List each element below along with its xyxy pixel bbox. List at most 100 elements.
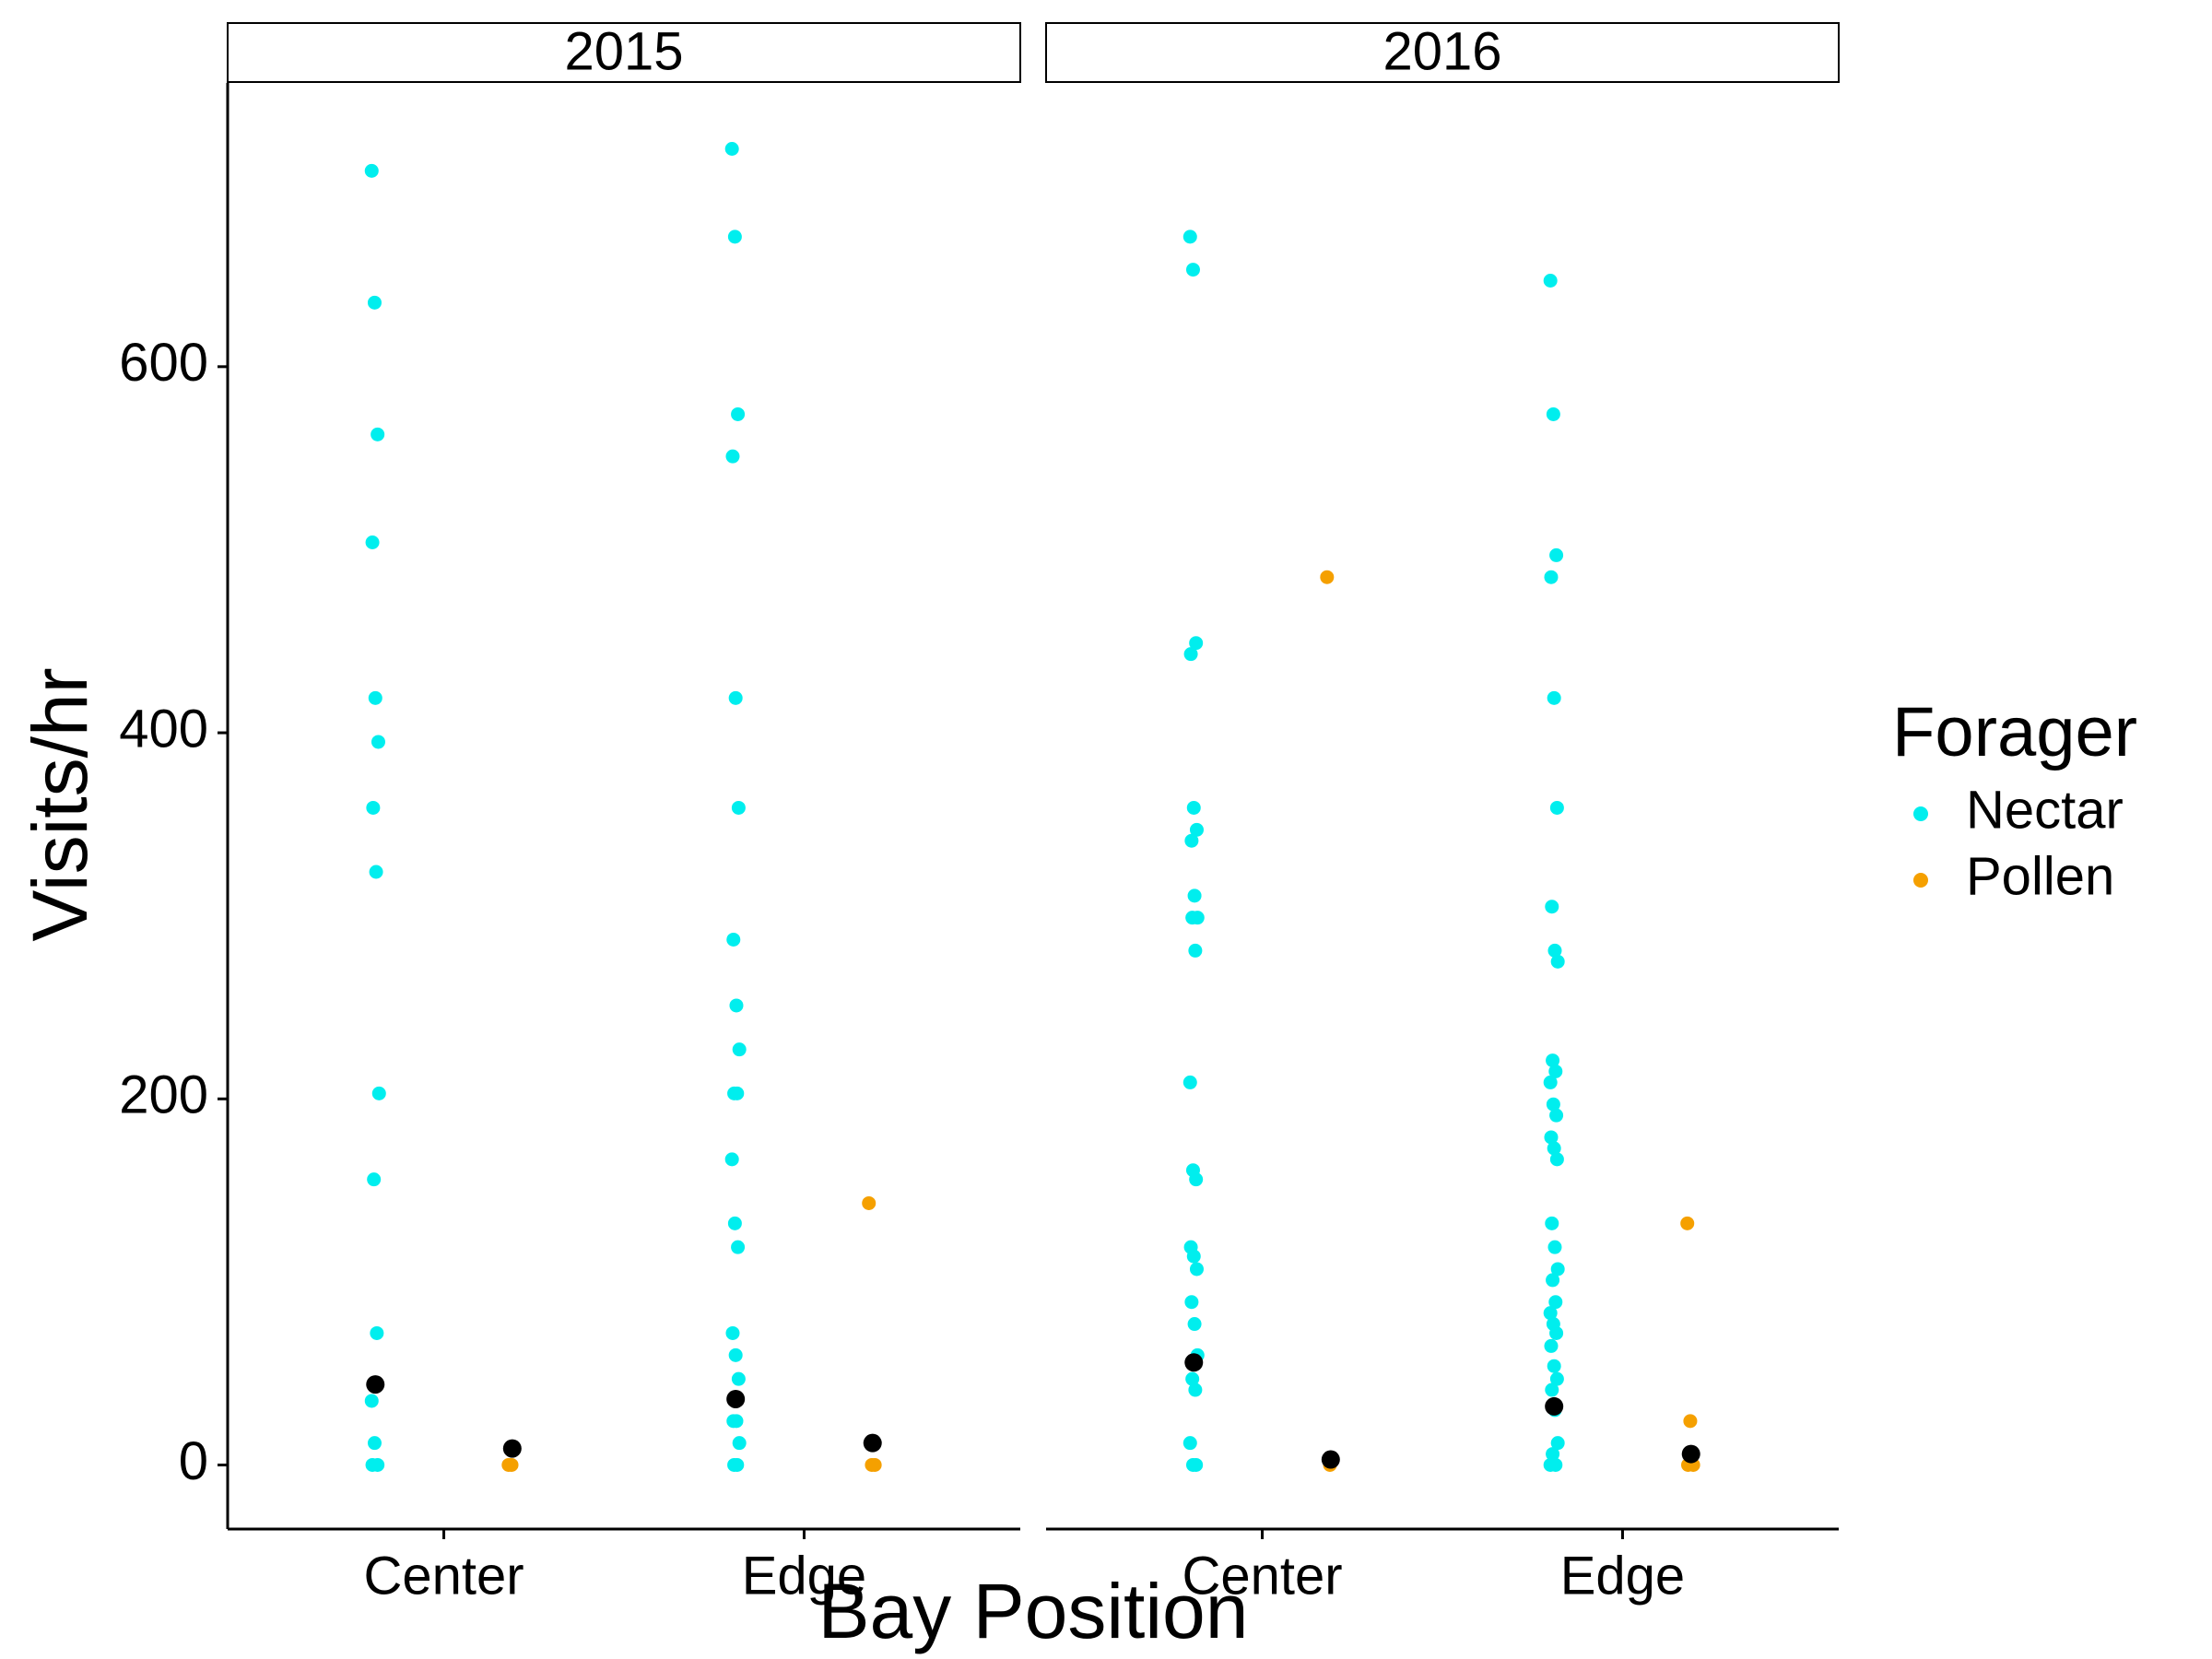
point <box>365 1457 380 1472</box>
point <box>1543 1075 1558 1089</box>
point <box>728 1347 743 1362</box>
point <box>730 1086 745 1100</box>
point <box>1547 1359 1561 1373</box>
point <box>504 1457 519 1472</box>
point <box>731 800 746 815</box>
point <box>1545 900 1559 914</box>
point <box>1549 1371 1564 1386</box>
point <box>364 1394 379 1408</box>
point <box>724 141 739 156</box>
point <box>1546 1053 1560 1068</box>
point <box>1184 833 1199 848</box>
point <box>366 800 381 815</box>
point <box>1544 1338 1559 1353</box>
y-tick-label: 0 <box>179 1431 208 1491</box>
point <box>725 449 740 464</box>
point <box>1548 1295 1563 1310</box>
point <box>729 1414 744 1429</box>
point <box>364 163 379 178</box>
legend-title: Forager <box>1892 693 2137 771</box>
point <box>1550 954 1565 969</box>
point <box>726 932 741 947</box>
point <box>1547 690 1561 705</box>
point <box>1546 406 1560 421</box>
mean-point <box>1184 1353 1204 1372</box>
point <box>371 1086 386 1100</box>
mean-point <box>502 1439 522 1458</box>
x-axis-title: Bay Position <box>818 1568 1249 1654</box>
point <box>1545 1216 1559 1230</box>
mean-point <box>366 1375 385 1394</box>
point <box>731 1240 746 1254</box>
point <box>1185 1371 1200 1386</box>
point <box>867 1457 882 1472</box>
point <box>371 427 385 441</box>
x-tick-label: Center <box>1182 1546 1342 1606</box>
point <box>1182 229 1197 244</box>
point <box>1546 1097 1560 1112</box>
point <box>732 1042 747 1057</box>
point <box>1549 1152 1564 1167</box>
point <box>732 1436 747 1451</box>
point <box>862 1195 877 1210</box>
point <box>1184 1295 1199 1310</box>
point <box>727 1216 742 1230</box>
point <box>1189 1457 1204 1472</box>
point <box>368 690 382 705</box>
point <box>1547 1240 1562 1254</box>
point <box>1186 800 1201 815</box>
point <box>724 1152 739 1167</box>
point <box>1185 263 1200 277</box>
point <box>1549 547 1564 562</box>
point <box>1189 1262 1204 1277</box>
mean-point <box>1321 1450 1340 1469</box>
mean-point <box>863 1433 882 1453</box>
legend-label: Nectar <box>1966 780 2124 840</box>
point <box>1547 1141 1561 1156</box>
point <box>367 1436 382 1451</box>
point <box>369 865 383 879</box>
legend-label: Pollen <box>1966 846 2114 906</box>
point <box>1680 1216 1695 1230</box>
x-tick-label: Center <box>363 1546 524 1606</box>
point <box>371 735 385 749</box>
strip-box <box>1045 22 1840 83</box>
point <box>1548 1064 1563 1078</box>
point <box>1320 570 1335 584</box>
point <box>1188 943 1203 958</box>
point <box>1549 1325 1564 1340</box>
point <box>1182 1075 1197 1089</box>
point <box>1189 1172 1204 1187</box>
strip-label: 2016 <box>1382 21 1501 81</box>
point <box>1187 1317 1202 1332</box>
point <box>1543 1457 1558 1472</box>
point <box>365 535 380 550</box>
point <box>1183 647 1198 662</box>
point <box>725 1325 740 1340</box>
point <box>1544 570 1559 584</box>
y-axis-title: Visits/hr <box>17 667 103 941</box>
point <box>1182 1436 1197 1451</box>
point <box>731 406 746 421</box>
point <box>1550 1262 1565 1277</box>
y-tick-label: 400 <box>119 699 208 759</box>
legend-marker <box>1913 806 1928 821</box>
mean-point <box>726 1389 746 1408</box>
point <box>1186 1249 1201 1264</box>
legend-marker <box>1913 873 1928 888</box>
point <box>1546 1273 1560 1288</box>
strip-label: 2015 <box>564 21 683 81</box>
x-tick-label: Edge <box>1560 1546 1685 1606</box>
point <box>731 1371 746 1386</box>
point <box>367 295 382 310</box>
point <box>1549 800 1564 815</box>
x-tick-label: Edge <box>742 1546 866 1606</box>
point <box>1189 636 1204 651</box>
point <box>1545 1382 1559 1397</box>
point <box>1546 1447 1560 1462</box>
point <box>367 1172 382 1187</box>
point <box>1188 1382 1203 1397</box>
point <box>1185 911 1200 925</box>
mean-point <box>1681 1444 1700 1464</box>
